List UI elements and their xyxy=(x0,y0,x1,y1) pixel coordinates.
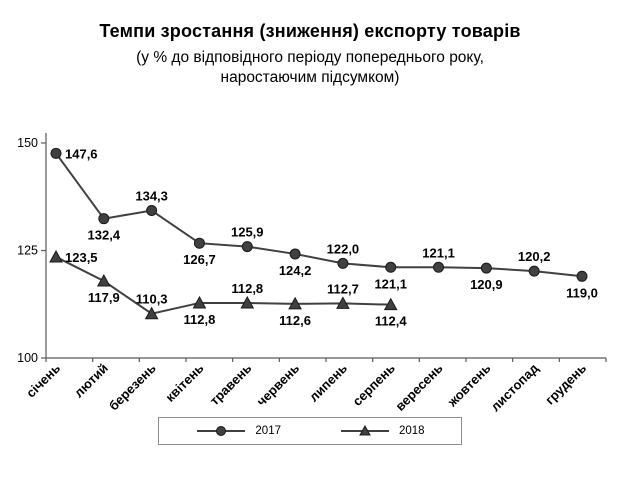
x-category-label: листопад xyxy=(488,360,542,414)
series-2017-point xyxy=(576,270,588,282)
data-label: 121,1 xyxy=(374,276,407,291)
data-label: 122,0 xyxy=(327,241,360,256)
data-label: 147,6 xyxy=(65,146,98,161)
data-label: 112,8 xyxy=(231,281,263,296)
series-2018-point xyxy=(49,249,63,263)
data-label: 119,0 xyxy=(566,285,598,300)
series-2017-point xyxy=(50,147,62,159)
chart-legend: 2017 2018 xyxy=(158,416,462,445)
series-2018-point xyxy=(240,295,255,309)
x-category-label: жовтень xyxy=(444,360,494,410)
series-2017-point xyxy=(385,261,397,273)
y-tick-label: 100 xyxy=(17,351,38,365)
chart-title: Темпи зростання (зниження) експорту това… xyxy=(99,21,521,41)
series-2017-point xyxy=(337,257,349,269)
series-2017-point xyxy=(480,262,492,274)
series-2017-point xyxy=(146,204,158,216)
data-label: 120,9 xyxy=(470,277,503,292)
series-2017-point xyxy=(528,265,540,277)
series-2017-line xyxy=(55,152,583,277)
series-2018-line xyxy=(55,255,391,315)
x-category-label: травень xyxy=(207,360,255,408)
y-tick-label: 125 xyxy=(17,243,38,257)
x-category-label: березень xyxy=(106,360,159,413)
series-2018-point xyxy=(383,297,398,310)
data-label: 110,3 xyxy=(136,291,168,306)
x-category-label: червень xyxy=(254,360,303,409)
data-label: 126,7 xyxy=(183,252,216,267)
series-2017-point xyxy=(433,261,445,273)
data-label: 134,3 xyxy=(135,188,168,203)
series-2018-point xyxy=(96,273,111,287)
x-category-label: липень xyxy=(306,360,350,404)
data-label: 120,2 xyxy=(518,249,551,264)
series-2017-point xyxy=(241,240,253,252)
data-label: 117,9 xyxy=(88,290,120,305)
x-category-label: грудень xyxy=(542,360,589,407)
legend-circle-marker-icon xyxy=(197,425,246,436)
data-label: 112,7 xyxy=(327,281,359,296)
series-2017-point xyxy=(193,237,205,249)
legend-item-2017: 2017 xyxy=(195,424,281,438)
series-2017-point xyxy=(98,212,110,224)
data-label: 112,8 xyxy=(184,312,216,327)
x-category-label: лютий xyxy=(71,360,111,400)
x-category-label: серпень xyxy=(350,360,398,408)
data-label: 132,4 xyxy=(88,227,121,242)
legend-label: 2017 xyxy=(255,424,281,437)
data-label: 125,9 xyxy=(231,224,264,239)
legend-item-2018: 2018 xyxy=(339,424,425,438)
legend-label: 2018 xyxy=(399,424,425,437)
series-2017-point xyxy=(289,248,301,260)
chart-header: Темпи зростання (зниження) експорту това… xyxy=(0,0,620,89)
x-category-label: квітень xyxy=(162,360,206,404)
data-label: 124,2 xyxy=(279,263,312,278)
x-category-label: січень xyxy=(23,360,63,400)
series-2018-point xyxy=(336,296,350,309)
x-category-label: вересень xyxy=(392,360,445,413)
data-label: 123,5 xyxy=(65,250,98,265)
chart-subtitle-line1: (у % до відповідного періоду попередньог… xyxy=(136,48,484,66)
data-label: 112,6 xyxy=(279,312,311,327)
series-2018-point xyxy=(144,306,159,319)
series-2018-point xyxy=(192,295,207,309)
data-label: 121,1 xyxy=(422,245,455,260)
y-tick-label: 150 xyxy=(17,136,38,150)
legend-triangle-marker-icon xyxy=(341,424,389,436)
chart-subtitle-line2: наростаючим підсумком) xyxy=(220,69,400,87)
series-2018-point xyxy=(288,296,302,309)
data-label: 112,4 xyxy=(375,313,408,328)
